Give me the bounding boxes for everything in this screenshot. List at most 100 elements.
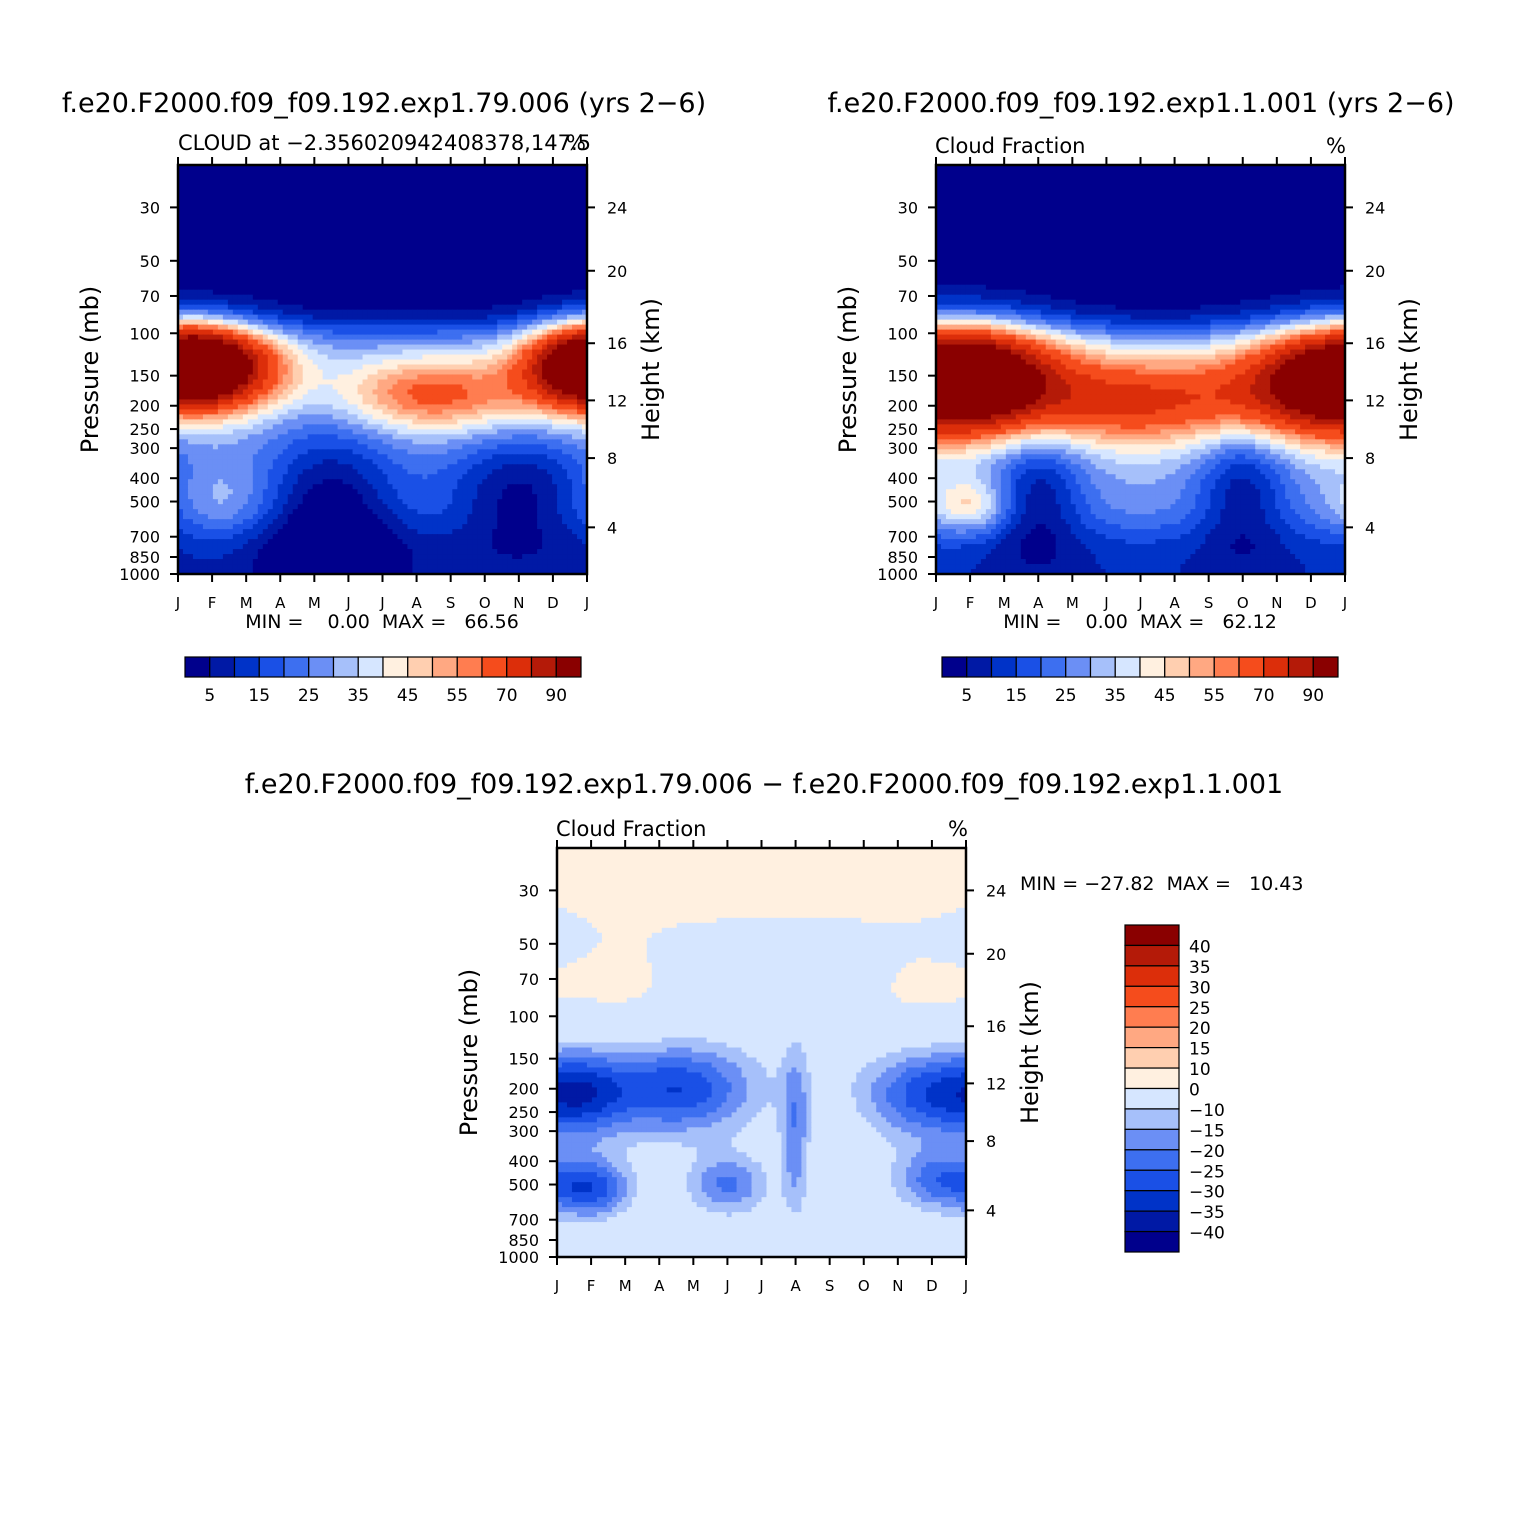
field-cell	[368, 190, 374, 196]
field-cell	[253, 270, 259, 276]
field-cell	[447, 210, 453, 216]
field-cell	[547, 230, 553, 236]
field-cell	[427, 220, 433, 226]
field-cell	[457, 170, 463, 176]
field-cell	[497, 215, 503, 221]
field-cell	[298, 245, 304, 251]
field-cell	[228, 305, 234, 311]
field-cell	[338, 295, 344, 301]
field-cell	[497, 265, 503, 271]
field-cell	[532, 270, 538, 276]
field-cell	[243, 280, 249, 286]
field-cell	[313, 275, 319, 281]
field-cell	[547, 170, 553, 176]
field-cell	[193, 185, 199, 191]
field-cell	[278, 285, 284, 291]
field-cell	[383, 205, 389, 211]
field-cell	[392, 210, 398, 216]
field-cell	[233, 265, 239, 271]
field-cell	[263, 220, 269, 226]
field-cell	[482, 275, 488, 281]
field-cell	[328, 280, 334, 286]
field-cell	[497, 170, 503, 176]
field-cell	[472, 250, 478, 256]
field-cell	[373, 240, 379, 246]
field-cell	[577, 215, 583, 221]
field-cell	[452, 280, 458, 286]
field-cell	[228, 195, 234, 201]
field-cell	[477, 210, 483, 216]
field-cell	[572, 215, 578, 221]
field-cell	[422, 250, 428, 256]
field-cell	[293, 295, 299, 301]
field-cell	[492, 225, 498, 231]
field-cell	[183, 300, 189, 306]
field-cell	[268, 265, 274, 271]
field-cell	[188, 185, 194, 191]
field-cell	[203, 305, 209, 311]
field-cell	[303, 290, 309, 296]
field-cell	[363, 275, 369, 281]
field-cell	[547, 210, 553, 216]
field-cell	[298, 225, 304, 231]
field-cell	[308, 235, 314, 241]
field-cell	[188, 305, 194, 311]
field-cell	[258, 210, 264, 216]
field-cell	[308, 190, 314, 196]
field-cell	[447, 220, 453, 226]
field-cell	[437, 280, 443, 286]
field-cell	[477, 300, 483, 306]
field-cell	[477, 240, 483, 246]
field-cell	[387, 215, 393, 221]
field-cell	[482, 205, 488, 211]
field-cell	[442, 215, 448, 221]
field-cell	[447, 240, 453, 246]
field-cell	[223, 235, 229, 241]
field-cell	[303, 205, 309, 211]
field-cell	[482, 185, 488, 191]
field-cell	[447, 200, 453, 206]
field-cell	[193, 195, 199, 201]
field-cell	[253, 170, 259, 176]
field-cell	[263, 200, 269, 206]
field-cell	[253, 200, 259, 206]
field-cell	[298, 170, 304, 176]
field-cell	[457, 265, 463, 271]
field-cell	[363, 175, 369, 181]
field-cell	[422, 260, 428, 266]
field-cell	[402, 265, 408, 271]
field-cell	[273, 285, 279, 291]
field-cell	[477, 250, 483, 256]
field-cell	[452, 300, 458, 306]
field-cell	[253, 195, 259, 201]
field-cell	[193, 240, 199, 246]
field-cell	[193, 180, 199, 186]
field-cell	[562, 260, 568, 266]
field-cell	[333, 265, 339, 271]
field-cell	[213, 170, 219, 176]
field-cell	[482, 290, 488, 296]
field-cell	[333, 230, 339, 236]
field-cell	[482, 210, 488, 216]
field-cell	[213, 300, 219, 306]
field-cell	[208, 175, 214, 181]
field-cell	[497, 280, 503, 286]
field-cell	[557, 300, 563, 306]
field-cell	[213, 275, 219, 281]
field-cell	[457, 225, 463, 231]
field-cell	[378, 180, 384, 186]
field-cell	[288, 180, 294, 186]
field-cell	[502, 245, 508, 251]
field-cell	[557, 290, 563, 296]
field-cell	[467, 300, 473, 306]
field-cell	[228, 275, 234, 281]
field-cell	[452, 270, 458, 276]
field-cell	[417, 290, 423, 296]
field-cell	[482, 180, 488, 186]
field-cell	[532, 210, 538, 216]
field-cell	[283, 230, 289, 236]
field-cell	[283, 215, 289, 221]
field-cell	[452, 180, 458, 186]
field-cell	[328, 210, 334, 216]
field-cell	[233, 270, 239, 276]
